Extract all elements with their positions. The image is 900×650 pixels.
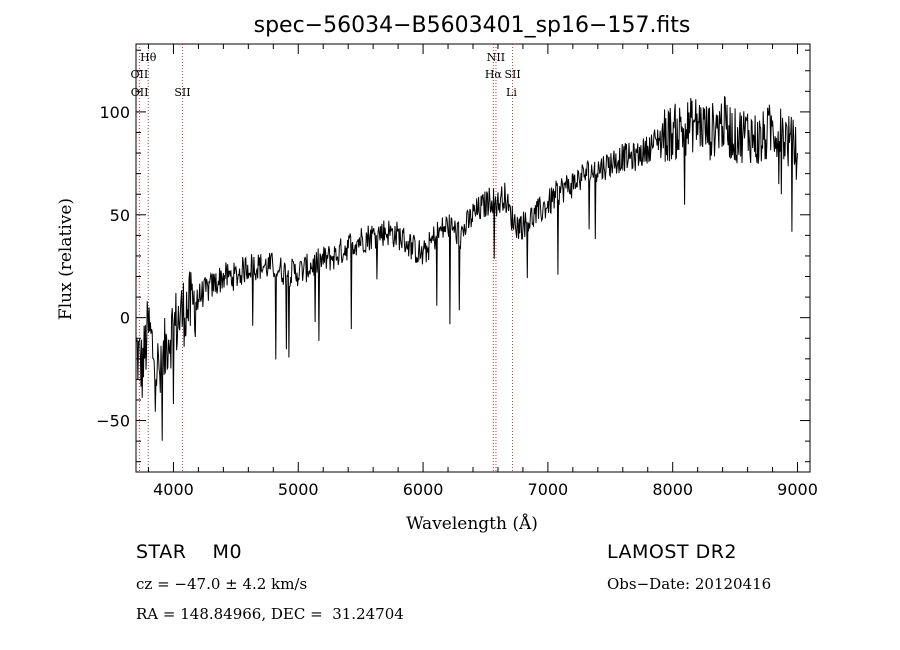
coordinates-label: RA = 148.84966, DEC = 31.24704 xyxy=(136,605,404,623)
chart-title: spec−56034−B5603401_sp16−157.fits xyxy=(254,13,691,38)
emission-line-label: SII xyxy=(174,86,190,99)
emission-line-label: OII xyxy=(131,68,149,81)
x-tick-label: 7000 xyxy=(528,480,569,499)
emission-line-markers xyxy=(138,44,514,472)
survey-label: LAMOST DR2 xyxy=(607,541,737,563)
object-class-label: STAR M0 xyxy=(136,541,243,563)
y-tick-label: 50 xyxy=(110,206,130,225)
emission-line-label: NII xyxy=(487,51,505,64)
y-tick-label: 100 xyxy=(99,103,130,122)
x-tick-label: 9000 xyxy=(777,480,818,499)
y-tick-label: −50 xyxy=(96,412,130,431)
x-tick-label: 6000 xyxy=(403,480,444,499)
x-tick-label: 5000 xyxy=(278,480,319,499)
axis-ticks: 4000 5000 6000 7000 8000 9000 −50 0 50 100 xyxy=(96,44,818,499)
redshift-label: cz = −47.0 ± 4.2 km/s xyxy=(136,575,308,593)
y-axis-label: Flux (relative) xyxy=(56,198,76,320)
x-tick-label: 4000 xyxy=(153,480,194,499)
spectrum-series-line xyxy=(135,96,798,441)
plot-frame xyxy=(135,43,811,473)
emission-line-label: SII xyxy=(504,68,520,81)
emission-line-label: Hθ xyxy=(140,51,157,64)
emission-line-label: OII xyxy=(131,86,149,99)
y-tick-label: 0 xyxy=(120,309,130,328)
x-tick-label: 8000 xyxy=(652,480,693,499)
x-axis-label: Wavelength (Å) xyxy=(406,513,538,534)
emission-line-label: Hα xyxy=(485,68,503,81)
emission-line-label: Li xyxy=(506,86,517,99)
observation-date-label: Obs−Date: 20120416 xyxy=(607,575,772,593)
